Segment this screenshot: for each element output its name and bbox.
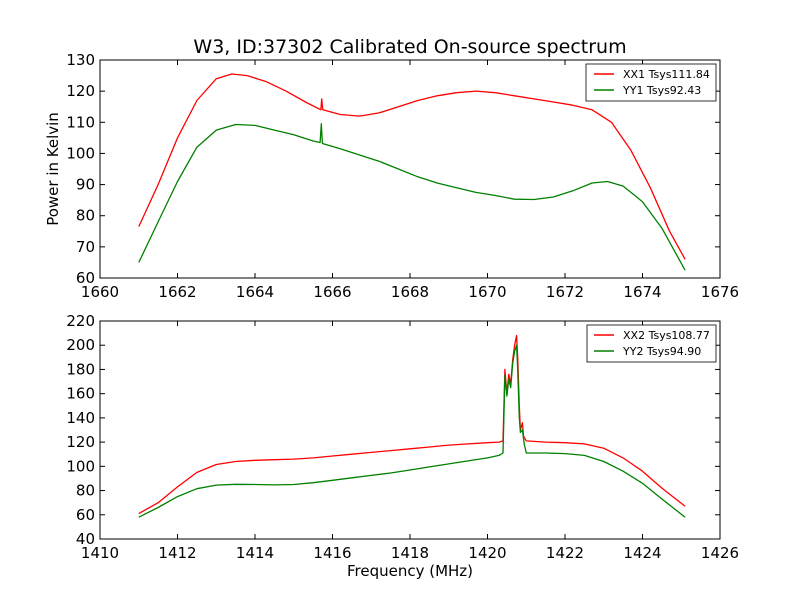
top-x-tick-label: 1664	[236, 283, 274, 301]
top-legend-label-yy1: YY1 Tsys92.43	[622, 84, 701, 97]
top-legend-label-xx1: XX1 Tsys111.84	[623, 68, 710, 81]
top-y-tick-label: 100	[66, 144, 95, 162]
bottom-x-tick-label: 1420	[468, 544, 506, 562]
bottom-x-tick-label: 1424	[623, 544, 661, 562]
bottom-x-tick-label: 1418	[391, 544, 429, 562]
bottom-panel-series	[138, 334, 686, 518]
bottom-panel-legend: XX2 Tsys108.77 YY2 Tsys94.90	[586, 324, 717, 363]
bottom-legend-label-xx2: XX2 Tsys108.77	[623, 329, 710, 342]
top-panel-y-axis-label: Power in Kelvin	[44, 112, 62, 226]
top-x-tick-label: 1672	[546, 283, 584, 301]
bottom-legend-box	[586, 324, 717, 363]
bottom-panel-frame	[99, 320, 721, 540]
top-panel-series	[138, 73, 686, 271]
top-panel-frame	[99, 59, 721, 279]
bottom-y-tick-label: 220	[66, 312, 95, 330]
top-x-tick-label: 1676	[701, 283, 739, 301]
top-legend-box	[585, 63, 717, 102]
bottom-y-tick-label: 200	[66, 336, 95, 354]
top-series-line-xx	[138, 73, 686, 260]
top-series-line-yy	[138, 123, 686, 271]
bottom-x-tick-label: 1414	[236, 544, 274, 562]
bottom-x-tick-label: 1410	[81, 544, 119, 562]
top-y-tick-label: 60	[76, 269, 95, 287]
top-x-tick-label: 1674	[623, 283, 661, 301]
top-y-tick-label: 120	[66, 82, 95, 100]
bottom-panel-ticks: 1410 1412 1414 1416 1418 1420 1422 1424 1426 40 60…	[66, 312, 739, 562]
top-panel: W3, ID:37302 Calibrated On-source spectr…	[44, 36, 739, 301]
top-y-tick-label: 90	[76, 176, 95, 194]
top-x-tick-label: 1668	[391, 283, 429, 301]
bottom-panel-x-axis-label: Frequency (MHz)	[347, 562, 473, 580]
bottom-x-tick-label: 1422	[546, 544, 584, 562]
top-x-tick-label: 1662	[158, 283, 196, 301]
bottom-x-tick-label: 1426	[701, 544, 739, 562]
bottom-series-line-yy	[138, 344, 686, 518]
bottom-y-tick-label: 80	[76, 482, 95, 500]
top-panel-title: W3, ID:37302 Calibrated On-source spectr…	[193, 36, 626, 58]
bottom-legend-label-yy2: YY2 Tsys94.90	[622, 345, 701, 358]
top-y-tick-label: 110	[66, 113, 95, 131]
bottom-y-tick-label: 120	[66, 433, 95, 451]
bottom-y-tick-label: 140	[66, 409, 95, 427]
bottom-x-tick-label: 1412	[158, 544, 196, 562]
bottom-x-tick-label: 1416	[313, 544, 351, 562]
bottom-y-tick-label: 40	[76, 530, 95, 548]
top-x-tick-label: 1666	[313, 283, 351, 301]
bottom-y-tick-label: 60	[76, 506, 95, 524]
top-panel-ticks: 1660 1662 1664 1666 1668 1670 1672 1674 1676 60 70…	[66, 51, 739, 301]
bottom-y-tick-label: 160	[66, 385, 95, 403]
top-y-tick-label: 80	[76, 207, 95, 225]
top-y-tick-label: 70	[76, 238, 95, 256]
bottom-y-tick-label: 100	[66, 457, 95, 475]
top-x-tick-label: 1670	[468, 283, 506, 301]
bottom-panel: Frequency (MHz) 1410 1412 1414 1416 1418 1420…	[66, 312, 739, 580]
top-y-tick-label: 130	[66, 51, 95, 69]
top-x-tick-label: 1660	[81, 283, 119, 301]
bottom-y-tick-label: 180	[66, 360, 95, 378]
top-panel-legend: XX1 Tsys111.84 YY1 Tsys92.43	[585, 63, 717, 102]
